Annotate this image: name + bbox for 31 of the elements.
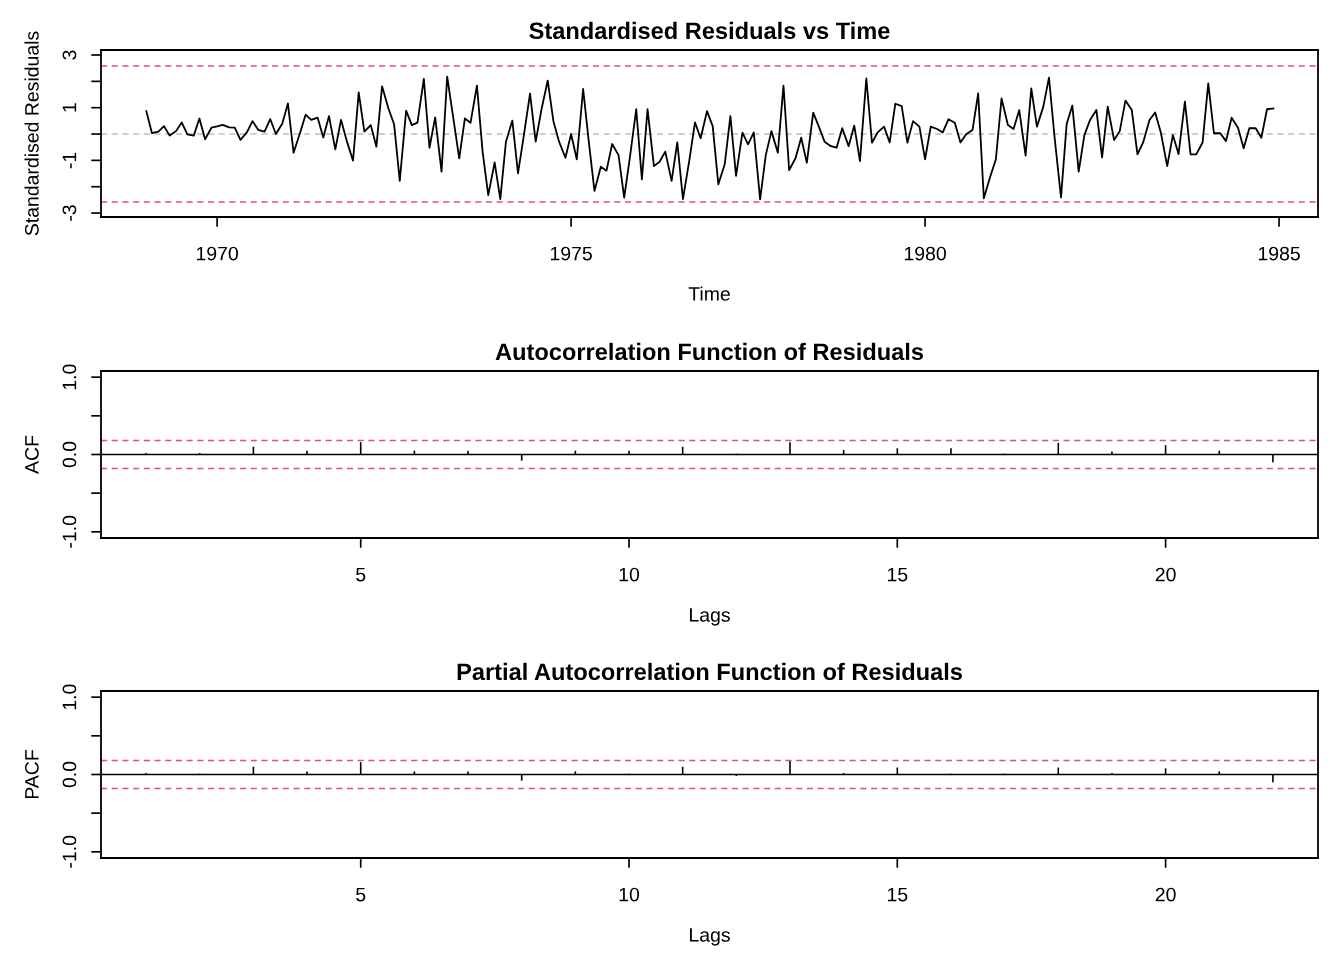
chart-title: Autocorrelation Function of Residuals (495, 342, 924, 361)
x-tick-label: 1985 (1258, 246, 1300, 261)
y-tick-label: 3 (62, 50, 77, 60)
y-axis-title: ACF (24, 435, 39, 474)
x-tick-label: 1970 (196, 246, 238, 261)
x-tick-label: 1980 (904, 246, 946, 261)
x-axis-title: Time (688, 286, 730, 301)
x-axis-title: Lags (690, 928, 730, 946)
y-tick-label: -3 (62, 205, 77, 221)
y-axis-title: Standardised Residuals (24, 31, 39, 236)
x-tick-label: 5 (356, 567, 366, 582)
y-tick-label: 0.0 (62, 761, 77, 788)
x-tick-label: 5 (356, 887, 366, 902)
x-tick-label: 15 (887, 887, 908, 902)
y-tick-label: 1.0 (62, 684, 77, 710)
x-tick-label: 1975 (550, 246, 592, 261)
x-tick-label: 15 (887, 567, 908, 582)
x-tick-label: 10 (619, 887, 640, 902)
y-tick-label: -1 (62, 152, 77, 169)
y-tick-label: -1.0 (62, 515, 77, 548)
y-tick-label: -1.0 (62, 835, 77, 868)
y-axis-title: PACF (24, 750, 39, 799)
chart-title: Partial Autocorrelation Function of Residuals (457, 662, 962, 681)
x-tick-label: 20 (1155, 567, 1176, 582)
x-tick-label: 10 (619, 567, 640, 582)
y-tick-label: 1 (62, 103, 77, 112)
x-axis-title: Lags (690, 608, 730, 626)
y-tick-label: 0.0 (62, 441, 77, 468)
chart-title: Standardised Residuals vs Time (529, 21, 890, 40)
y-tick-label: 1.0 (62, 364, 77, 390)
x-tick-label: 20 (1155, 887, 1176, 902)
